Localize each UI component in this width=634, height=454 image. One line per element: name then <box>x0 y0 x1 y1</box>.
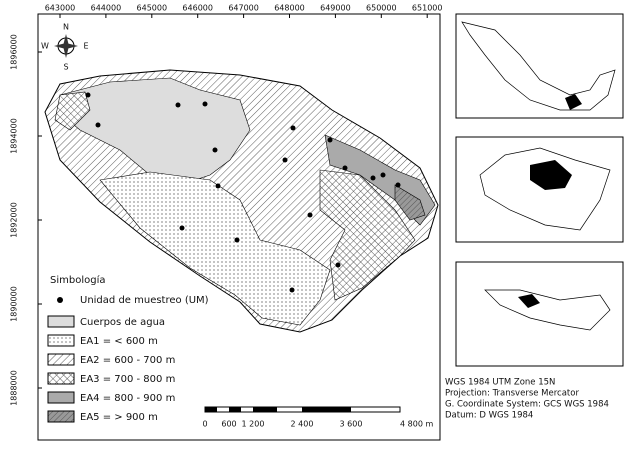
compass-w: W <box>41 42 49 51</box>
region-ea3 <box>319 169 416 301</box>
scale-label: 600 <box>221 420 236 429</box>
info-line: Projection: Transverse Mercator <box>445 389 579 399</box>
y-tick-label: 1894000 <box>10 118 19 154</box>
info-line: Datum: D WGS 1984 <box>445 411 533 421</box>
legend-item: EA1 = < 600 m <box>80 336 158 347</box>
x-tick-label: 646000 <box>182 4 213 13</box>
sample-points <box>85 92 401 293</box>
y-tick-label: 1892000 <box>10 202 19 238</box>
x-tick-label: 644000 <box>91 4 122 13</box>
legend-swatch <box>47 410 75 423</box>
main-map: N E S W <box>37 13 441 441</box>
y-tick-label: 1890000 <box>10 286 19 322</box>
scale-label: 1 200 <box>242 420 265 429</box>
legend-swatch <box>47 372 75 385</box>
x-tick-label: 649000 <box>320 4 351 13</box>
compass-s: S <box>63 63 68 72</box>
compass-n: N <box>63 23 69 32</box>
legend-item: EA4 = 800 - 900 m <box>80 393 175 404</box>
scale-label: 0 <box>202 420 207 429</box>
scale-label: 2 400 <box>291 420 314 429</box>
inset-maps <box>455 13 624 367</box>
scale-bar <box>204 406 401 413</box>
x-tick-label: 643000 <box>45 4 76 13</box>
region-ea5 <box>394 184 426 221</box>
legend-swatch <box>47 315 75 328</box>
scale-label: 4 800 m <box>400 420 433 429</box>
legend-item: EA5 = > 900 m <box>80 412 158 423</box>
legend-item: EA3 = 700 - 800 m <box>80 374 175 385</box>
legend: Simbología Unidad de muestreo (UM) Cuerp… <box>47 274 209 423</box>
x-tick-label: 648000 <box>274 4 305 13</box>
info-block: WGS 1984 UTM Zone 15N Projection: Transv… <box>445 378 609 421</box>
legend-item: Cuerpos de agua <box>80 317 165 328</box>
compass: N E S W <box>41 23 88 72</box>
legend-swatch <box>47 334 75 347</box>
legend-swatch <box>47 391 75 404</box>
y-tick-label: 1888000 <box>10 370 19 406</box>
legend-swatch <box>47 353 75 366</box>
region-ea1 <box>99 171 331 326</box>
y-tick-label: 1896000 <box>10 34 19 70</box>
x-tick-label: 651000 <box>412 4 443 13</box>
compass-e: E <box>83 42 88 51</box>
legend-title: Simbología <box>50 274 105 286</box>
x-tick-label: 645000 <box>137 4 168 13</box>
legend-item: EA2 = 600 - 700 m <box>80 355 175 366</box>
info-line: WGS 1984 UTM Zone 15N <box>445 378 555 388</box>
legend-point <box>57 297 63 303</box>
legend-item: Unidad de muestreo (UM) <box>80 295 209 306</box>
x-tick-label: 647000 <box>228 4 259 13</box>
x-tick-label: 650000 <box>366 4 397 13</box>
scale-label: 3 600 <box>340 420 363 429</box>
region-ea3-west <box>54 91 91 131</box>
info-line: G. Coordinate System: GCS WGS 1984 <box>445 400 609 410</box>
water-bodies <box>59 77 251 186</box>
